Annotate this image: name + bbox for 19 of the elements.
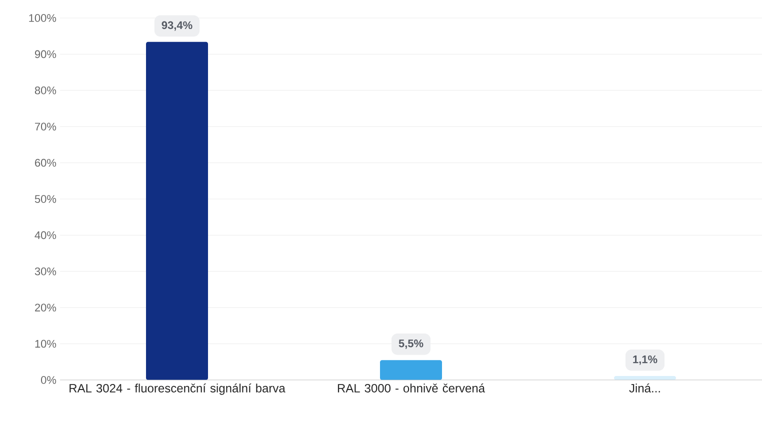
- y-tick-label: 100%: [29, 14, 56, 22]
- y-tick-label: 60%: [35, 158, 56, 167]
- y-tick-label: 70%: [35, 122, 56, 130]
- y-tick-label: 80%: [34, 86, 56, 94]
- x-tick-label: RAL 3000 - ohnivě červená: [338, 384, 486, 392]
- x-tick-label: Jiná...: [629, 384, 660, 392]
- y-tick-label: 90%: [34, 50, 56, 58]
- bar: [146, 42, 208, 380]
- data-label: 5,5%: [398, 340, 424, 349]
- y-tick-label: 50%: [34, 195, 56, 203]
- y-tick-label: 40%: [34, 231, 56, 240]
- y-tick-label: 0%: [41, 376, 56, 384]
- y-tick-label: 30%: [34, 268, 56, 276]
- data-label: 1,1%: [633, 355, 658, 365]
- data-label: 93,4%: [162, 21, 192, 31]
- y-tick-label: 20%: [35, 304, 56, 312]
- x-tick-label: RAL 3024 - fluorescenční signální barva: [70, 384, 286, 395]
- bar: [380, 360, 442, 380]
- y-tick-label: 10%: [35, 340, 56, 348]
